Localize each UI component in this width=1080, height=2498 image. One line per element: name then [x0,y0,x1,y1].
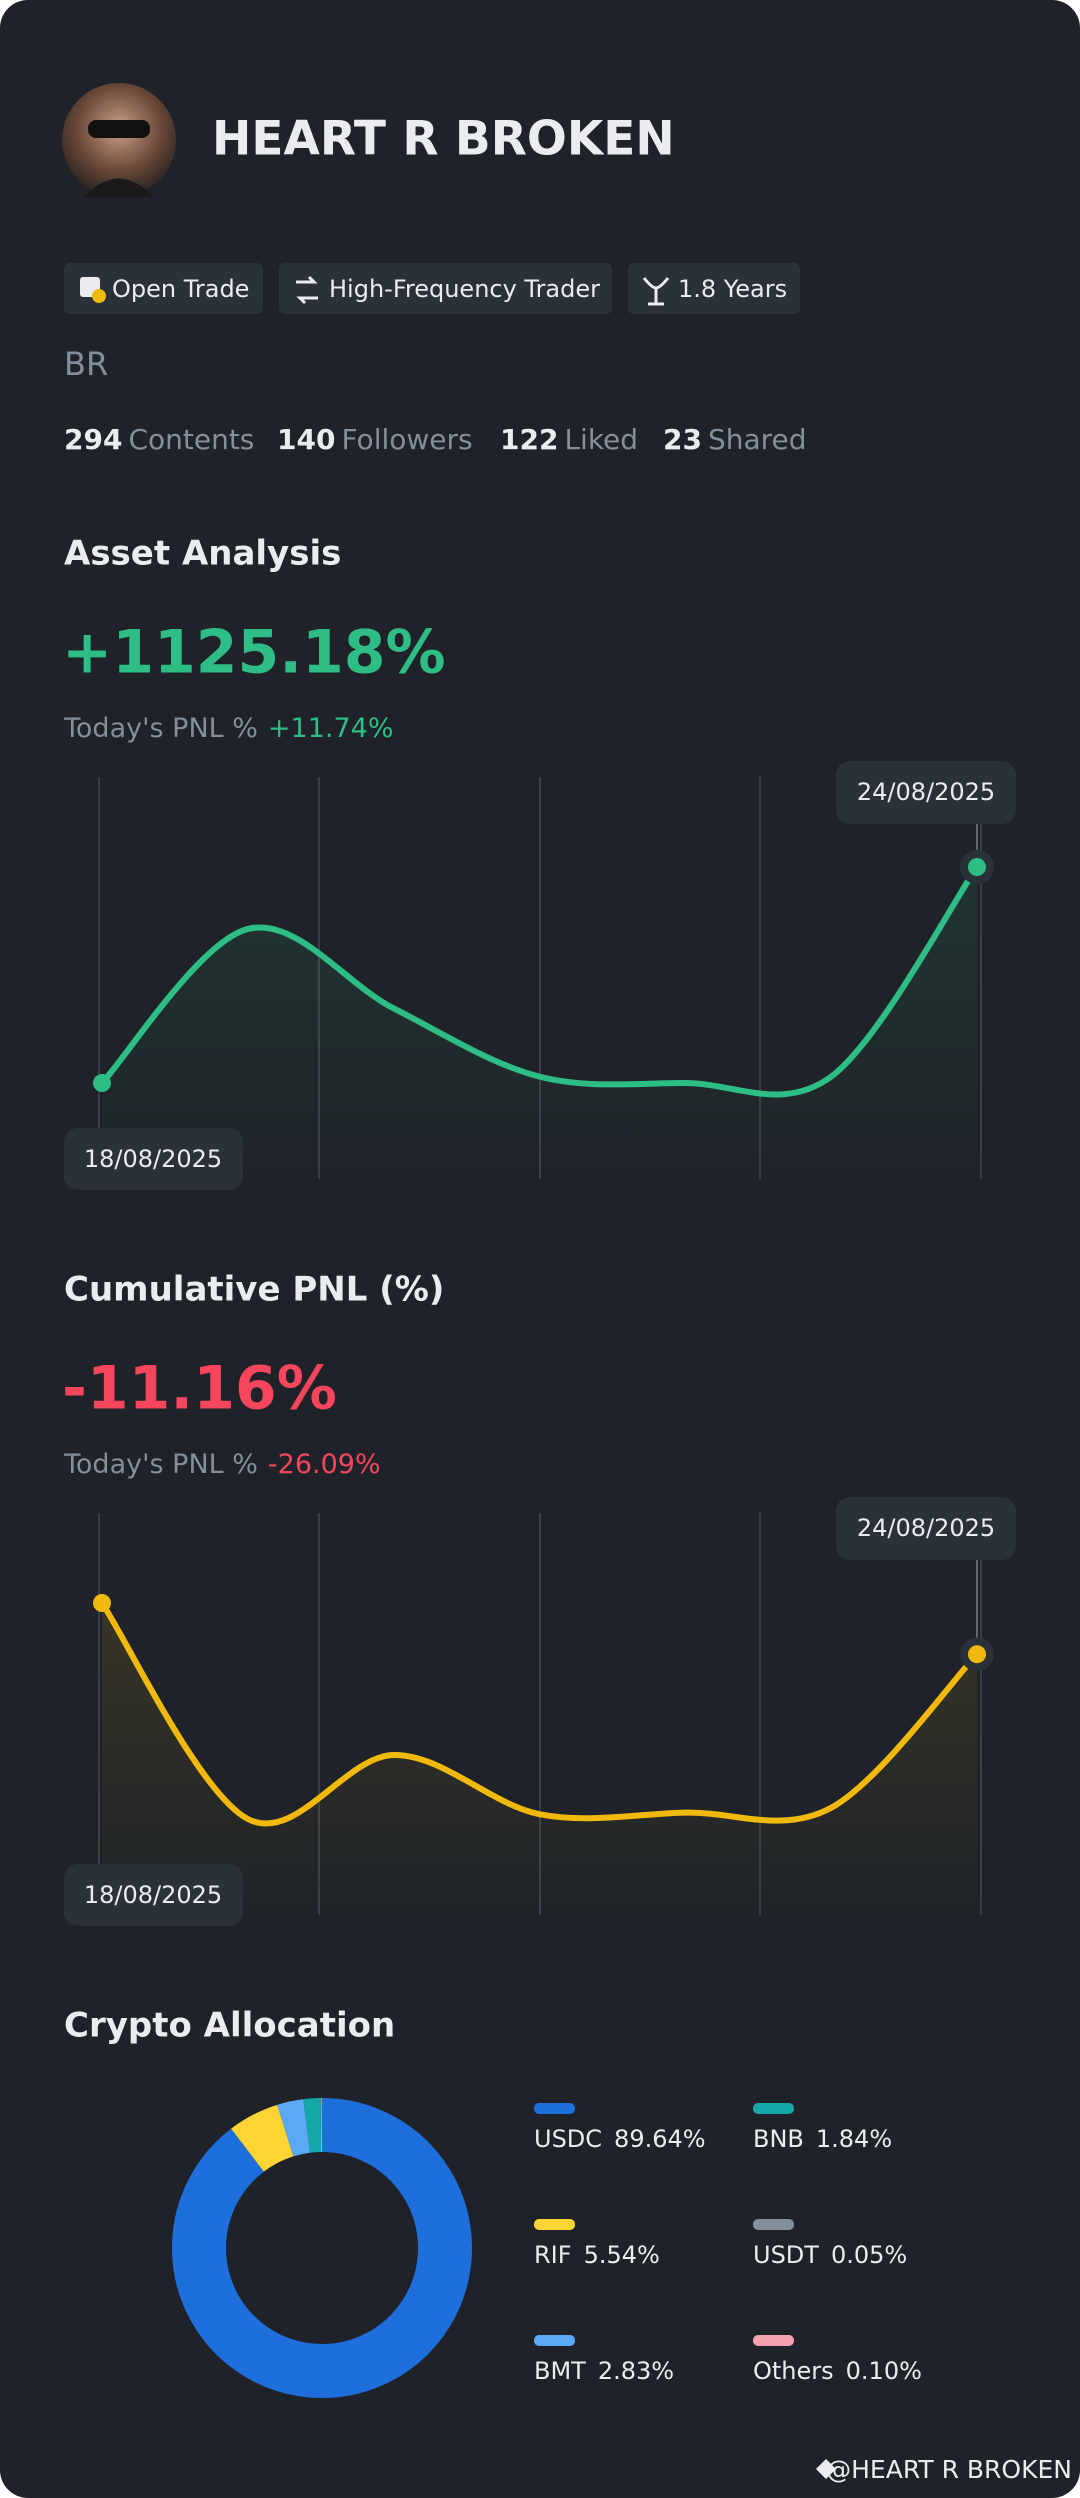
stat: 294 Contents [64,423,254,456]
tag-icon-badge [92,289,106,303]
tag [64,263,263,314]
tag-icon [296,275,318,305]
legend-name: BMT [534,2357,586,2385]
donut-segment [172,2098,472,2398]
avatar-sunglasses [88,120,150,138]
stat-label: Contents [128,423,254,456]
legend-name: USDT [753,2241,819,2269]
legend-entry: USDT 0.05% [753,2241,907,2269]
start-point [93,1074,111,1092]
legend-value: 0.05% [831,2241,907,2269]
stat-label: Liked [564,423,638,456]
date-tooltip [64,1128,243,1190]
footer-logo [816,2459,836,2479]
area [102,867,977,1179]
tag-label: High-Frequency Trader [329,275,600,303]
legend-swatch [534,2219,575,2230]
date-tooltip-label: 24/08/2025 [857,1514,995,1542]
legend-value: 1.84% [816,2125,892,2153]
date-tooltip-label: 18/08/2025 [84,1881,222,1909]
legend-swatch [753,2103,794,2114]
tag-icon [642,277,670,306]
stat: 23 Shared [663,423,807,456]
date-tooltip-label: 18/08/2025 [84,1145,222,1173]
date-tooltip-label: 24/08/2025 [857,778,995,806]
start-point [93,1594,111,1612]
section-title: Asset Analysis [64,534,341,574]
headline-value: -11.16% [62,1354,337,1424]
legend-entry: RIF 5.54% [534,2241,660,2269]
today-pnl-label: Today's PNL % [63,713,258,744]
line [99,1600,980,1827]
legend-entry: BMT 2.83% [534,2357,674,2385]
legend-value: 5.54% [584,2241,660,2269]
legend-value: 0.10% [846,2357,922,2385]
date-tooltip [836,1497,1016,1560]
stat-label: Shared [708,423,807,456]
donut-segment [303,2098,322,2153]
stat: 140 Followers [277,423,473,456]
stats: 294 Contents 140 Followers 122 Liked 23 Shared [64,423,807,456]
legend-value: 2.83% [598,2357,674,2385]
legend-value: 89.64% [614,2125,706,2153]
section-title: Crypto Allocation [64,2006,395,2046]
stat: 122 Liked [500,423,638,456]
area [102,1603,977,1915]
legend-entry: USDC 89.64% [534,2125,706,2153]
footer-watermark: @HEART R BROKEN [826,2455,1072,2484]
legend-name: BNB [753,2125,804,2153]
date-tooltip [64,1864,243,1926]
today-pnl-value: +11.74% [268,713,394,744]
legend-swatch [534,2335,575,2346]
handle: BR [64,345,108,383]
donut-segment [231,2104,295,2173]
tag [279,263,612,314]
headline-value: +1125.18% [62,618,446,688]
legend-swatch [753,2335,794,2346]
charts: Asset Analysis +1125.18% Today's PNL % +11.… [62,534,1016,1926]
avatar-shoulders [84,178,154,197]
section-title: Cumulative PNL (%) [64,1270,444,1310]
today-pnl-value: -26.09% [268,1449,381,1480]
tag-label: Open Trade [112,275,249,303]
stat-value: 294 [64,423,122,456]
legend-swatch [753,2219,794,2230]
avatar [62,83,176,197]
profile-name: HEART R BROKEN [212,112,675,167]
today-pnl: Today's PNL % -26.09% [63,1449,381,1480]
tag [628,263,800,314]
stat-value: 140 [277,423,335,456]
legend-swatch [534,2103,575,2114]
legend-name: Others [753,2357,834,2385]
stat-value: 23 [663,423,702,456]
line [99,864,980,1098]
legend-entry: BNB 1.84% [753,2125,892,2153]
end-point [968,1645,986,1664]
stat-value: 122 [500,423,558,456]
today-pnl-label: Today's PNL % [63,1449,258,1480]
end-point [968,858,986,876]
legend-name: RIF [534,2241,572,2269]
legend-entry: Others 0.10% [753,2357,922,2385]
allocation: Crypto Allocation USDC 89.64% RIF 5.54% BMT 2.… [64,2006,922,2398]
stat-label: Followers [341,423,472,456]
today-pnl: Today's PNL % +11.74% [63,713,394,744]
date-tooltip [836,761,1016,824]
tag-label: 1.8 Years [678,275,787,303]
donut-segment [277,2099,311,2157]
legend-name: USDC [534,2125,602,2153]
